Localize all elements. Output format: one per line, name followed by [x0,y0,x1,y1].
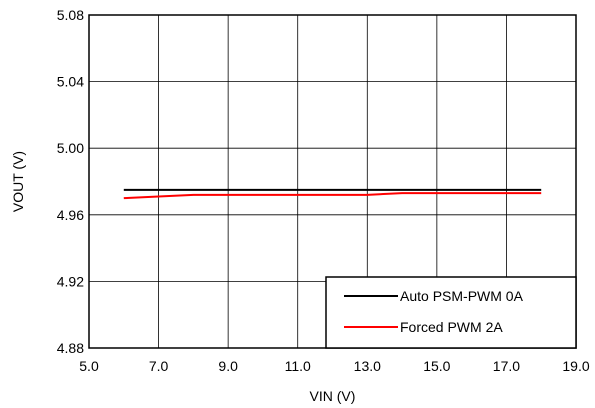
legend-label-auto-psm-pwm: Auto PSM-PWM 0A [400,288,524,304]
x-tick-label: 9.0 [218,358,238,374]
x-tick-label: 17.0 [493,358,520,374]
x-tick-label: 5.0 [79,358,99,374]
series-line-1 [123,192,542,200]
x-tick-labels: 5.0 7.0 9.0 11.0 13.0 15.0 17.0 19.0 [79,358,590,374]
x-tick-label: 13.0 [354,358,381,374]
y-tick-label: 4.96 [57,207,84,223]
x-axis-title: VIN (V) [310,388,356,404]
legend: Auto PSM-PWM 0A Forced PWM 2A [325,276,577,349]
x-tick-label: 15.0 [423,358,450,374]
legend-label-forced-pwm: Forced PWM 2A [400,319,503,335]
x-tick-label: 19.0 [562,358,589,374]
y-axis-title: VOUT (V) [10,151,26,212]
y-tick-label: 5.00 [57,140,84,156]
y-tick-labels: 5.08 5.04 5.00 4.96 4.92 4.88 [57,7,84,356]
y-tick-label: 4.92 [57,273,84,289]
legend-box [325,276,577,349]
x-tick-label: 11.0 [285,358,311,374]
x-tick-label: 7.0 [149,358,169,374]
y-tick-label: 4.88 [57,340,84,356]
series-lines [123,188,542,200]
y-tick-label: 5.04 [57,74,84,90]
y-tick-label: 5.08 [57,7,84,23]
